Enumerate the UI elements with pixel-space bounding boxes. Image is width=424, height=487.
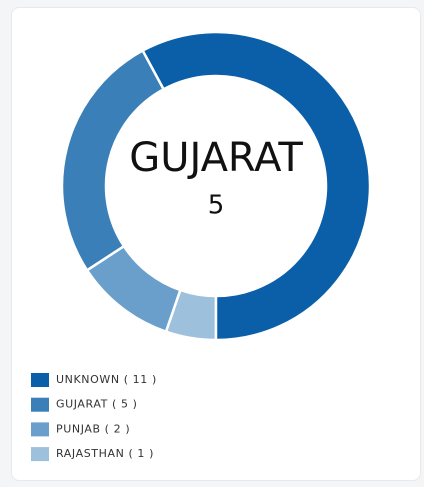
center-value: 5 <box>208 191 225 221</box>
legend-swatch <box>31 397 49 412</box>
legend-count: ( 11 ) <box>124 373 157 386</box>
legend-label: RAJASTHAN ( 1 ) <box>56 447 154 460</box>
legend-label: PUNJAB ( 2 ) <box>56 422 130 435</box>
legend-label: GUJARAT ( 5 ) <box>56 398 138 411</box>
legend-name: RAJASTHAN <box>56 447 124 460</box>
legend-name: PUNJAB <box>56 422 101 435</box>
legend-count: ( 5 ) <box>112 398 138 411</box>
legend-count: ( 2 ) <box>105 422 131 435</box>
legend-name: GUJARAT <box>56 398 108 411</box>
legend-swatch <box>31 373 49 387</box>
donut-segment <box>60 48 166 272</box>
legend-swatch <box>31 422 49 437</box>
donut-segment <box>141 30 372 342</box>
legend-label: UNKNOWN ( 11 ) <box>56 373 157 386</box>
legend-swatch <box>31 447 49 462</box>
legend-count: ( 1 ) <box>128 447 154 460</box>
legend: UNKNOWN ( 11 ) GUJARAT ( 5 ) PUNJAB ( 2 ) RAJA… <box>31 373 157 462</box>
legend-name: UNKNOWN <box>56 373 120 386</box>
center-label: GUJARAT <box>129 135 303 181</box>
donut-segment <box>85 244 182 334</box>
